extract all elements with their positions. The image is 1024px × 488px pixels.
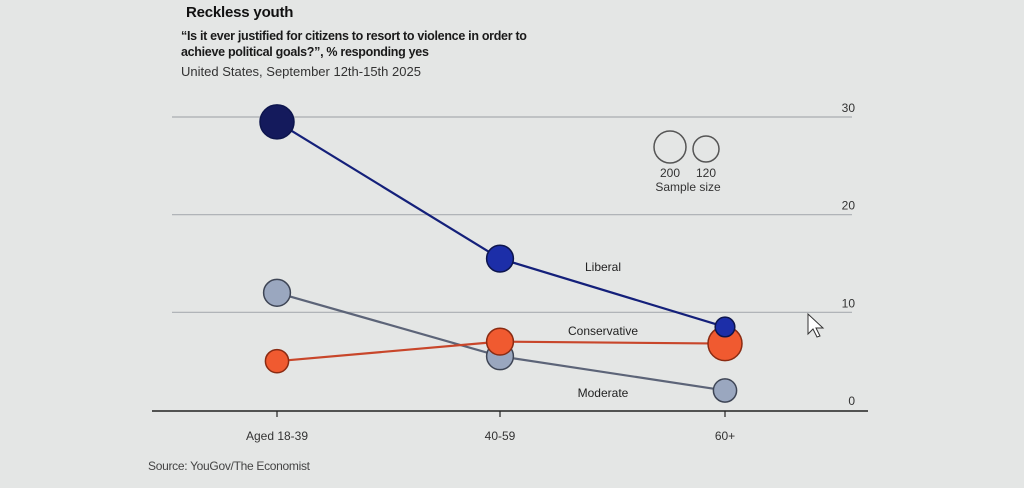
chart-note: United States, September 12th-15th 2025 [181,64,421,79]
data-point-liberal [259,104,295,140]
x-tick-label: 40-59 [485,429,516,443]
data-point-moderate [712,378,738,403]
data-point-liberal [485,244,515,273]
y-tick-label: 20 [842,199,856,213]
legend-size-120: 120 [696,166,716,180]
y-tick-label: 30 [842,101,856,115]
data-point-conservative [264,348,290,374]
legend-circle-120 [692,135,720,163]
chart-title: Reckless youth [186,4,294,21]
y-tick-label: 10 [842,296,856,310]
series-label-liberal: Liberal [585,260,621,274]
data-point-liberal [714,316,736,338]
legend-size-label: Sample size [655,180,721,194]
series-line-liberal [276,120,726,329]
series-label-moderate: Moderate [578,386,629,400]
y-tick-label: 0 [848,394,855,408]
data-point-conservative [485,327,515,356]
chart-subtitle: “Is it ever justified for citizens to re… [181,29,527,59]
source-note: Source: YouGov/The Economist [148,459,310,473]
x-tick-label: 60+ [715,429,735,443]
legend-size-200: 200 [660,166,680,180]
series-label-conservative: Conservative [568,324,638,338]
sample-size-legend: 200 120 Sample size [653,130,721,194]
legend-circle-200 [653,130,687,164]
x-tick-label: Aged 18-39 [246,429,308,443]
data-point-moderate [262,278,292,307]
mouse-cursor-icon [807,312,825,338]
